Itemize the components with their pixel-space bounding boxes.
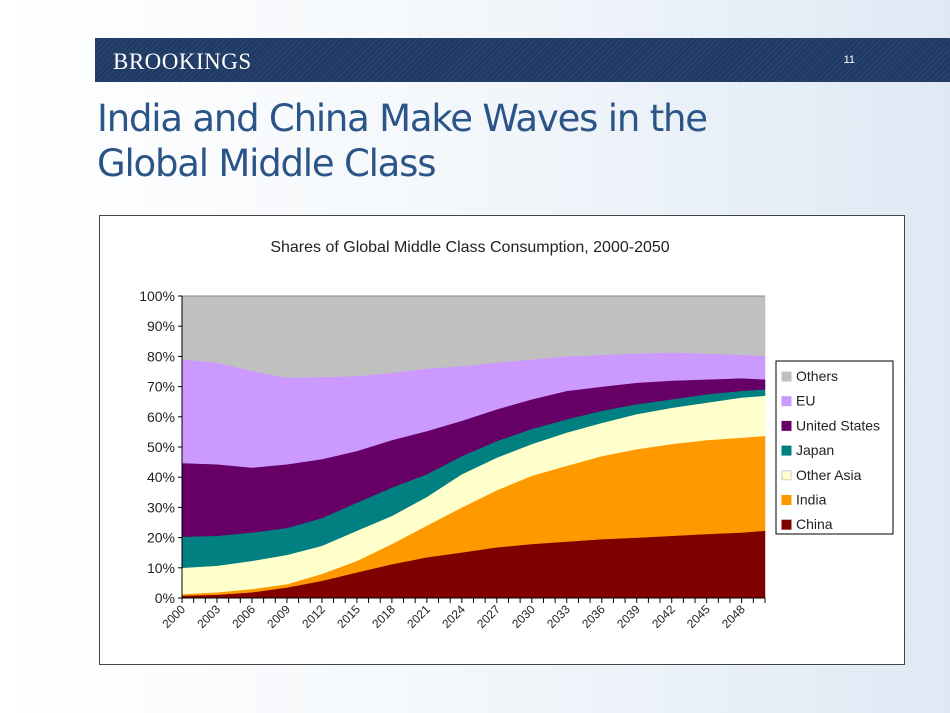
stacked-area-chart: Shares of Global Middle Class Consumptio… xyxy=(139,239,894,631)
title-line-1: India and China Make Waves in the xyxy=(97,97,708,140)
y-tick-label: 30% xyxy=(147,499,175,515)
y-tick-label: 0% xyxy=(155,590,175,606)
x-tick-label: 2006 xyxy=(229,602,258,631)
x-tick-label: 2024 xyxy=(439,602,468,631)
y-tick-label: 70% xyxy=(147,379,175,395)
x-tick-label: 2039 xyxy=(614,602,643,631)
x-tick-label: 2012 xyxy=(299,602,328,631)
chart-frame: Shares of Global Middle Class Consumptio… xyxy=(99,215,905,665)
y-tick-label: 100% xyxy=(139,288,175,304)
slide-title: India and China Make Waves in the Global… xyxy=(97,96,708,186)
x-tick-label: 2033 xyxy=(544,602,573,631)
legend-swatch-eu xyxy=(781,396,792,407)
y-tick-label: 50% xyxy=(147,439,175,455)
x-tick-label: 2021 xyxy=(404,602,433,631)
y-tick-label: 80% xyxy=(147,348,175,364)
legend-swatch-others xyxy=(781,371,792,382)
legend-swatch-india xyxy=(781,495,792,505)
legend-swatch-japan xyxy=(781,445,792,456)
x-tick-label: 2048 xyxy=(719,602,748,631)
legend-label: India xyxy=(796,492,827,508)
x-tick-label: 2015 xyxy=(334,602,363,631)
y-tick-label: 40% xyxy=(147,469,175,485)
x-tick-label: 2009 xyxy=(264,602,293,631)
legend-label: Other Asia xyxy=(796,467,862,483)
header-bar: BROOKINGS 11 xyxy=(95,38,950,82)
title-line-2: Global Middle Class xyxy=(97,142,437,185)
x-tick-label: 2027 xyxy=(474,602,503,631)
legend xyxy=(775,360,894,535)
y-tick-label: 60% xyxy=(147,409,175,425)
brookings-logo: BROOKINGS xyxy=(113,49,252,74)
y-tick-label: 10% xyxy=(147,560,175,576)
page-number: 11 xyxy=(843,54,855,66)
legend-swatch-united-states xyxy=(781,420,792,431)
y-tick-label: 90% xyxy=(147,318,175,334)
legend-label: Japan xyxy=(796,442,834,458)
x-tick-label: 2003 xyxy=(194,602,223,631)
legend-swatch-other-asia xyxy=(781,470,792,481)
x-tick-label: 2042 xyxy=(649,602,678,631)
x-tick-label: 2018 xyxy=(369,602,398,631)
legend-label: Others xyxy=(796,368,838,384)
x-tick-label: 2036 xyxy=(579,602,608,631)
x-tick-label: 2045 xyxy=(684,602,713,631)
chart-title: Shares of Global Middle Class Consumptio… xyxy=(270,239,669,256)
x-tick-label: 2000 xyxy=(159,602,188,631)
legend-label: United States xyxy=(796,417,880,433)
x-tick-label: 2030 xyxy=(509,602,538,631)
legend-label: China xyxy=(796,516,833,532)
legend-swatch-china xyxy=(781,519,792,530)
legend-label: EU xyxy=(796,393,815,409)
y-tick-label: 20% xyxy=(147,530,175,546)
